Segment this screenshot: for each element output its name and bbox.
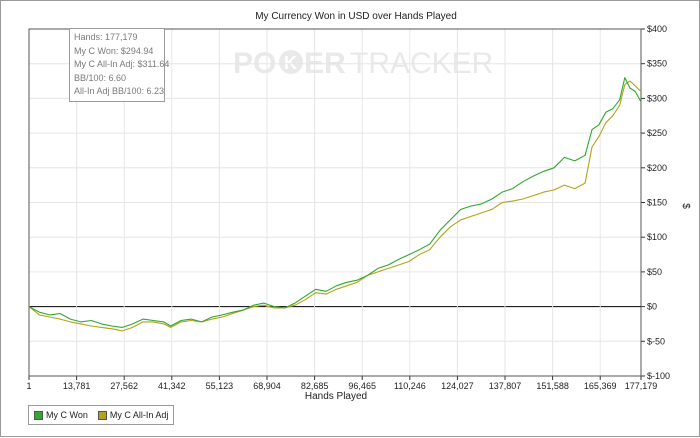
- y-axis-title: $: [680, 203, 691, 209]
- x-tick-label: 1: [26, 381, 31, 391]
- y-tick-label: $400: [647, 24, 667, 34]
- legend-item-won[interactable]: My C Won: [34, 410, 88, 420]
- legend-swatch-won: [34, 410, 43, 420]
- y-tick-label: $100: [647, 232, 667, 242]
- y-tick-label: $300: [647, 93, 667, 103]
- y-tick-label: $-100: [647, 371, 670, 381]
- stat-hands: Hands: 177,179: [74, 32, 138, 42]
- x-tick-label: 124,027: [441, 381, 474, 391]
- watermark-text-chip: K: [284, 53, 297, 73]
- y-tick-label: $200: [647, 163, 667, 173]
- y-tick-label: $250: [647, 128, 667, 138]
- poker-chip-icon: [279, 50, 303, 74]
- x-tick-label: 55,123: [206, 381, 234, 391]
- legend-label-adj: My C All-In Adj: [109, 410, 169, 420]
- x-tick-label: 165,369: [584, 381, 617, 391]
- chart-title: My Currency Won in USD over Hands Played: [255, 11, 457, 22]
- y-tick-label: $-50: [647, 336, 665, 346]
- y-tick-label: $150: [647, 198, 667, 208]
- y-tick-label: $50: [647, 267, 662, 277]
- x-tick-label: 41,342: [158, 381, 186, 391]
- series: [28, 77, 642, 332]
- x-tick-label: 177,179: [625, 381, 658, 391]
- legend-item-adj[interactable]: My C All-In Adj: [97, 410, 169, 420]
- x-tick-label: 13,781: [63, 381, 91, 391]
- legend: My C Won My C All-In Adj: [28, 405, 175, 425]
- stat-won: My C Won: $294.94: [74, 45, 154, 56]
- stats-box: Hands: 177,179 My C Won: $294.94 My C Al…: [69, 28, 170, 102]
- x-tick-label: 27,562: [110, 381, 138, 391]
- legend-swatch-adj: [97, 410, 107, 420]
- x-tick-label: 82,685: [301, 381, 329, 391]
- y-tick-label: $350: [647, 59, 667, 69]
- stat-bb100: BB/100: 6.60: [74, 72, 127, 83]
- stat-adj-bb100: All-In Adj BB/100: 6.23: [74, 86, 165, 96]
- y-tick-label: $0: [647, 302, 657, 312]
- x-tick-label: 96,465: [348, 381, 376, 391]
- x-axis-title: Hands Played: [305, 391, 367, 402]
- x-tick-label: 68,904: [253, 381, 281, 391]
- plot-area-border: [28, 28, 642, 377]
- stat-adj: My C All-In Adj: $311.64: [74, 59, 170, 69]
- x-tick-label: 151,588: [536, 381, 569, 391]
- x-tick-label: 110,246: [394, 381, 426, 391]
- series-line-won: [28, 77, 642, 328]
- x-tick-label: 137,807: [489, 381, 522, 391]
- axes: $-100 $-50 $0 $50 $100 $150 $200 $250 $300 $350 $4…: [26, 24, 670, 391]
- legend-label-won: My C Won: [46, 410, 88, 420]
- series-line-adj: [28, 80, 642, 332]
